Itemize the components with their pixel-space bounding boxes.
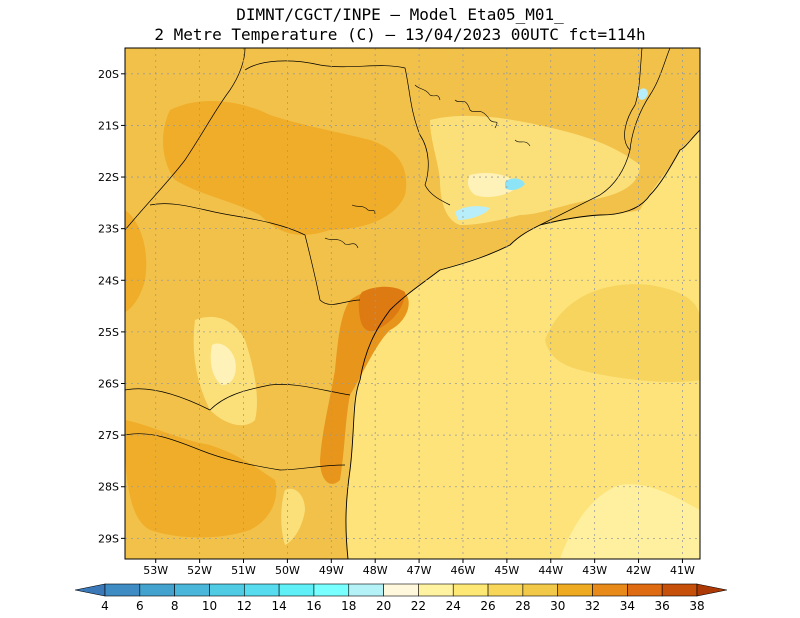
chart-title-line-2: 2 Metre Temperature (C) – 13/04/2023 00U…: [154, 25, 646, 44]
temperature-field: [125, 48, 700, 559]
colorbar-swatch: [348, 583, 384, 597]
colorbar-label: 22: [411, 599, 426, 613]
inland-warm-area-south: [125, 420, 277, 538]
colorbar-swatch: [592, 583, 628, 597]
lon-tick-label: 46W: [451, 564, 476, 577]
pale-area: [210, 343, 236, 385]
colorbar-label: 32: [585, 599, 600, 613]
colorbar-label: 20: [376, 599, 391, 613]
border-mg-sp: [125, 48, 246, 231]
cold-spot: [505, 178, 525, 191]
colorbar-label: 18: [341, 599, 356, 613]
sea-area: [345, 130, 700, 559]
longitude-axis: 53W 52W 51W 50W 49W 48W 47W 46W 45W 44W 43W 42W 41W: [143, 559, 695, 577]
colorbar-swatch: [139, 583, 175, 597]
lat-tick-label: 26S: [98, 378, 119, 391]
colorbar-label: 30: [550, 599, 565, 613]
lat-tick-label: 21S: [98, 119, 119, 132]
colorbar-swatch: [418, 583, 454, 597]
pale-area: [467, 173, 520, 197]
inland-warm-area-west: [125, 210, 147, 312]
lat-tick-label: 24S: [98, 274, 119, 287]
temperature-colorbar: 4 6 8 10 12 14 16 18 20 22 24 26 28 30 32 34 36 38: [74, 583, 728, 613]
colorbar-label: 12: [237, 599, 252, 613]
reservoir: [351, 204, 376, 215]
lat-tick-label: 29S: [98, 532, 119, 545]
coastal-cool-area-southeast: [430, 115, 640, 225]
state-borders: [125, 48, 671, 471]
colorbar-label: 34: [620, 599, 635, 613]
cool-area-south-coast: [281, 488, 305, 545]
lat-tick-label: 22S: [98, 171, 119, 184]
reservoir: [514, 139, 531, 147]
lat-tick-label: 28S: [98, 481, 119, 494]
lat-tick-label: 23S: [98, 223, 119, 236]
inland-warm-area-north: [163, 100, 407, 235]
border-rj-mg: [539, 48, 671, 226]
coastal-hot-spot: [358, 286, 405, 332]
chart-title-line-1: DIMNT/CGCT/INPE – Model Eta05_M01_: [236, 5, 564, 24]
lat-tick-label: 25S: [98, 326, 119, 339]
colorbar-swatch: [487, 583, 524, 597]
border-pr-sp: [149, 203, 361, 305]
lon-tick-label: 51W: [231, 564, 256, 577]
colorbar-swatch: [627, 583, 663, 597]
lon-tick-label: 50W: [275, 564, 300, 577]
lon-tick-label: 53W: [143, 564, 168, 577]
colorbar-label: 4: [101, 599, 109, 613]
lon-tick-label: 52W: [187, 564, 212, 577]
lon-tick-label: 43W: [582, 564, 607, 577]
colorbar-swatch: [557, 583, 593, 597]
border-sp-mg-north: [244, 60, 451, 206]
map-frame: [124, 47, 701, 560]
cold-spot: [638, 88, 648, 100]
colorbar-swatch: [174, 583, 210, 597]
colorbar-swatch: [209, 583, 245, 597]
colorbar-label: 24: [446, 599, 461, 613]
lon-tick-label: 48W: [363, 564, 388, 577]
reservoir: [414, 84, 441, 101]
colorbar-low-extend: [74, 583, 106, 597]
border-sc-rs: [125, 433, 346, 471]
colorbar-swatch: [313, 583, 350, 597]
lat-tick-label: 27S: [98, 429, 119, 442]
lat-tick-label: 20S: [98, 68, 119, 81]
colorbar-label: 14: [271, 599, 286, 613]
lat-lon-grid: [125, 48, 700, 559]
colorbar-label: 10: [202, 599, 217, 613]
colorbar-label: 6: [136, 599, 144, 613]
reservoirs: [324, 84, 531, 249]
border-es-mg: [624, 48, 643, 151]
border-pr-sc: [125, 384, 351, 411]
lon-tick-label: 49W: [319, 564, 344, 577]
lon-tick-label: 44W: [538, 564, 563, 577]
colorbar-label: 16: [306, 599, 321, 613]
coastline: [345, 129, 700, 559]
latitude-axis: 20S 21S 22S 23S 24S 25S 26S 27S 28S 29S: [98, 68, 125, 545]
colorbar-label: 26: [480, 599, 495, 613]
colorbar-swatch: [452, 583, 489, 597]
reservoir: [324, 237, 359, 249]
colorbar-label: 36: [655, 599, 670, 613]
lon-tick-label: 45W: [494, 564, 519, 577]
colorbar-swatch: [522, 583, 559, 597]
sea-deeper-patch: [545, 284, 700, 382]
colorbar-swatch: [243, 583, 280, 597]
lon-tick-label: 42W: [626, 564, 651, 577]
colorbar-swatch: [104, 583, 141, 597]
reservoir: [454, 99, 498, 129]
colorbar-label: 28: [515, 599, 530, 613]
lon-tick-label: 47W: [407, 564, 432, 577]
cold-spot: [455, 206, 490, 220]
colorbar-swatch: [661, 583, 698, 597]
colorbar-label: 8: [171, 599, 179, 613]
colorbar-swatch: [278, 583, 315, 597]
colorbar-swatch: [383, 583, 419, 597]
colorbar-label: 38: [689, 599, 704, 613]
lon-tick-label: 41W: [670, 564, 695, 577]
colorbar-high-extend: [696, 583, 728, 597]
